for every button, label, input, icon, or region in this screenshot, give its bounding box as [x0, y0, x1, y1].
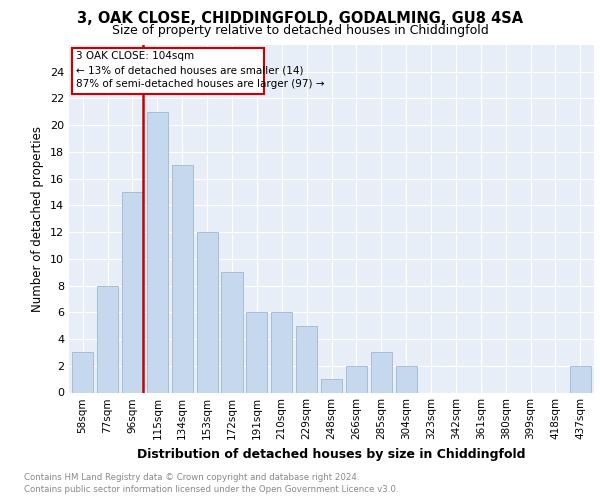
X-axis label: Distribution of detached houses by size in Chiddingfold: Distribution of detached houses by size …	[137, 448, 526, 461]
Text: Contains public sector information licensed under the Open Government Licence v3: Contains public sector information licen…	[24, 485, 398, 494]
Bar	[172, 166, 193, 392]
Bar	[570, 366, 591, 392]
Bar	[271, 312, 292, 392]
Bar	[97, 286, 118, 393]
Text: 3 OAK CLOSE: 104sqm: 3 OAK CLOSE: 104sqm	[76, 51, 194, 61]
Bar	[395, 366, 417, 392]
FancyBboxPatch shape	[72, 48, 264, 94]
Bar	[371, 352, 392, 393]
Bar	[296, 326, 317, 392]
Bar	[321, 379, 342, 392]
Y-axis label: Number of detached properties: Number of detached properties	[31, 126, 44, 312]
Bar	[147, 112, 168, 392]
Bar	[197, 232, 218, 392]
Bar	[122, 192, 143, 392]
Text: 87% of semi-detached houses are larger (97) →: 87% of semi-detached houses are larger (…	[76, 79, 325, 89]
Text: ← 13% of detached houses are smaller (14): ← 13% of detached houses are smaller (14…	[76, 65, 304, 75]
Bar	[346, 366, 367, 392]
Bar	[72, 352, 93, 393]
Text: 3, OAK CLOSE, CHIDDINGFOLD, GODALMING, GU8 4SA: 3, OAK CLOSE, CHIDDINGFOLD, GODALMING, G…	[77, 11, 523, 26]
Bar	[221, 272, 242, 392]
Bar	[246, 312, 268, 392]
Text: Contains HM Land Registry data © Crown copyright and database right 2024.: Contains HM Land Registry data © Crown c…	[24, 472, 359, 482]
Text: Size of property relative to detached houses in Chiddingfold: Size of property relative to detached ho…	[112, 24, 488, 37]
